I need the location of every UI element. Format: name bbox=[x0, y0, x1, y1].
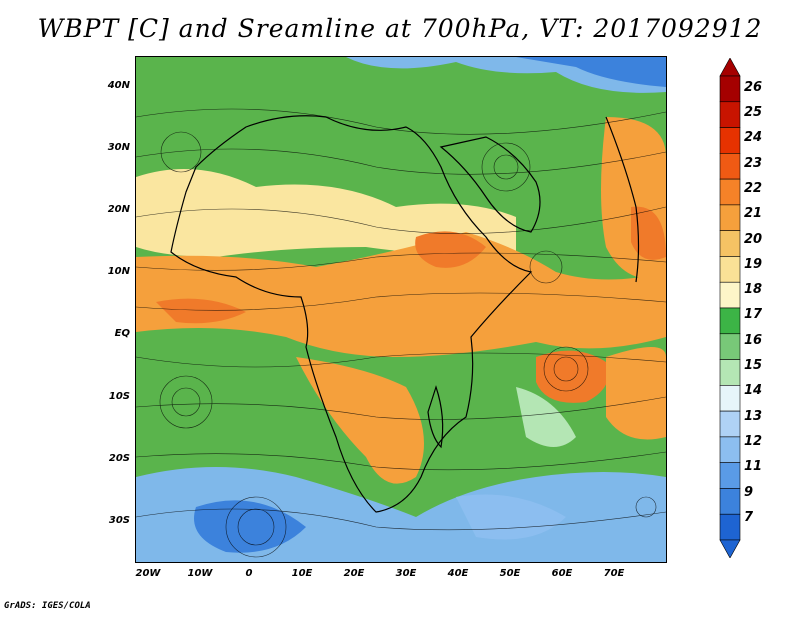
colorbar-swatch-9 bbox=[719, 488, 741, 515]
colorbar-label-18: 18 bbox=[744, 282, 763, 297]
grads-credit: GrADS: IGES/COLA bbox=[4, 601, 91, 611]
colorbar-label-26: 26 bbox=[744, 80, 763, 95]
lon-label-30e: 30E bbox=[395, 568, 417, 579]
field-bay-hot bbox=[631, 206, 666, 260]
colorbar-label-24: 24 bbox=[744, 130, 763, 145]
field-southern-ocean-cool bbox=[456, 494, 566, 540]
field-sahara-warm bbox=[136, 169, 516, 257]
colorbar-swatch-25 bbox=[719, 101, 741, 128]
colorbar-swatch-18 bbox=[719, 281, 741, 309]
field-south-atlantic-cold bbox=[194, 500, 306, 553]
colorbar-label-11: 11 bbox=[744, 459, 763, 474]
colorbar-label-17: 17 bbox=[744, 307, 763, 322]
colorbar-swatch-11 bbox=[719, 462, 741, 489]
colorbar-label-7: 7 bbox=[744, 510, 754, 525]
colorbar-top-arrow bbox=[719, 58, 741, 77]
colorbar-swatch-7 bbox=[719, 513, 741, 541]
colorbar-label-15: 15 bbox=[744, 358, 763, 373]
streamlines bbox=[136, 108, 666, 558]
field-ethiopia-hot bbox=[415, 231, 486, 268]
colorbar-label-12: 12 bbox=[744, 434, 763, 449]
colorbar-swatch-14 bbox=[719, 385, 741, 412]
field-southeast-warm bbox=[606, 347, 666, 440]
lon-label-10w: 10W bbox=[187, 568, 213, 579]
colorbar-label-14: 14 bbox=[744, 383, 763, 398]
colorbar-swatch-16 bbox=[719, 333, 741, 360]
colorbar-label-13: 13 bbox=[744, 409, 763, 424]
field-atlantic-hot bbox=[156, 298, 246, 324]
lon-label-50e: 50E bbox=[499, 568, 521, 579]
lat-label-20n: 20N bbox=[107, 204, 130, 215]
map-field bbox=[136, 57, 666, 562]
chart-title: WBPT [C] and Sreamline at 700hPa, VT: 20… bbox=[37, 14, 763, 43]
lon-label-20e: 20E bbox=[343, 568, 365, 579]
field-southern-africa-warm bbox=[296, 357, 424, 484]
lat-label-30s: 30S bbox=[108, 515, 130, 526]
lat-label-10s: 10S bbox=[108, 391, 130, 402]
africa-coastline bbox=[170, 115, 533, 513]
field-north-cool bbox=[136, 57, 666, 93]
map-panel[interactable] bbox=[135, 56, 667, 563]
field-north-cold bbox=[516, 57, 666, 87]
colorbar-swatch-17 bbox=[719, 307, 741, 335]
field-east-light bbox=[516, 387, 576, 447]
colorbar-swatch-24 bbox=[719, 127, 741, 154]
colorbar-label-19: 19 bbox=[744, 257, 763, 272]
colorbar-bottom-arrow bbox=[719, 539, 741, 558]
colorbar-label-23: 23 bbox=[744, 156, 763, 171]
lon-label-0: 0 bbox=[245, 568, 253, 579]
lon-label-60e: 60E bbox=[551, 568, 573, 579]
lon-label-10e: 10E bbox=[291, 568, 313, 579]
colorbar-swatch-23 bbox=[719, 153, 741, 180]
field-equatorial-warm bbox=[136, 232, 666, 357]
colorbar-label-20: 20 bbox=[744, 232, 763, 247]
lon-label-40e: 40E bbox=[447, 568, 469, 579]
lon-label-20w: 20W bbox=[135, 568, 161, 579]
colorbar-swatch-15 bbox=[719, 359, 741, 386]
lon-label-70e: 70E bbox=[603, 568, 625, 579]
colorbar-swatch-20 bbox=[719, 230, 741, 257]
colorbar-swatch-13 bbox=[719, 410, 741, 438]
colorbar-swatch-21 bbox=[719, 204, 741, 231]
colorbar-label-22: 22 bbox=[744, 181, 763, 196]
lat-label-eq: EQ bbox=[114, 328, 130, 339]
colorbar bbox=[719, 58, 741, 558]
colorbar-label-25: 25 bbox=[744, 105, 763, 120]
colorbar-swatch-19 bbox=[719, 256, 741, 283]
lat-label-10n: 10N bbox=[107, 266, 130, 277]
colorbar-label-9: 9 bbox=[744, 485, 754, 500]
madagascar-coastline bbox=[427, 385, 444, 449]
lat-label-30n: 30N bbox=[107, 142, 130, 153]
lat-label-40n: 40N bbox=[107, 80, 130, 91]
colorbar-swatch-26 bbox=[719, 75, 741, 103]
colorbar-label-16: 16 bbox=[744, 333, 763, 348]
arabia-coastline bbox=[439, 136, 541, 233]
colorbar-label-21: 21 bbox=[744, 206, 763, 221]
colorbar-swatch-12 bbox=[719, 436, 741, 463]
field-indian-ocean-hot bbox=[536, 350, 609, 403]
lat-label-20s: 20S bbox=[108, 453, 130, 464]
colorbar-swatch-22 bbox=[719, 178, 741, 206]
